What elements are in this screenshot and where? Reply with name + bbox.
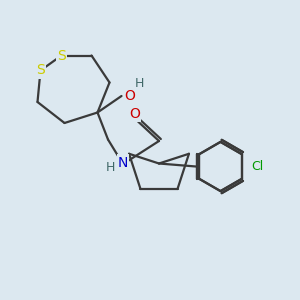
Text: S: S — [57, 49, 66, 62]
Text: H: H — [135, 77, 144, 90]
Text: Cl: Cl — [252, 160, 264, 173]
Text: S: S — [36, 64, 45, 77]
Text: N: N — [118, 156, 128, 170]
Text: H: H — [106, 161, 115, 174]
Text: O: O — [124, 89, 135, 103]
Text: O: O — [129, 107, 140, 121]
